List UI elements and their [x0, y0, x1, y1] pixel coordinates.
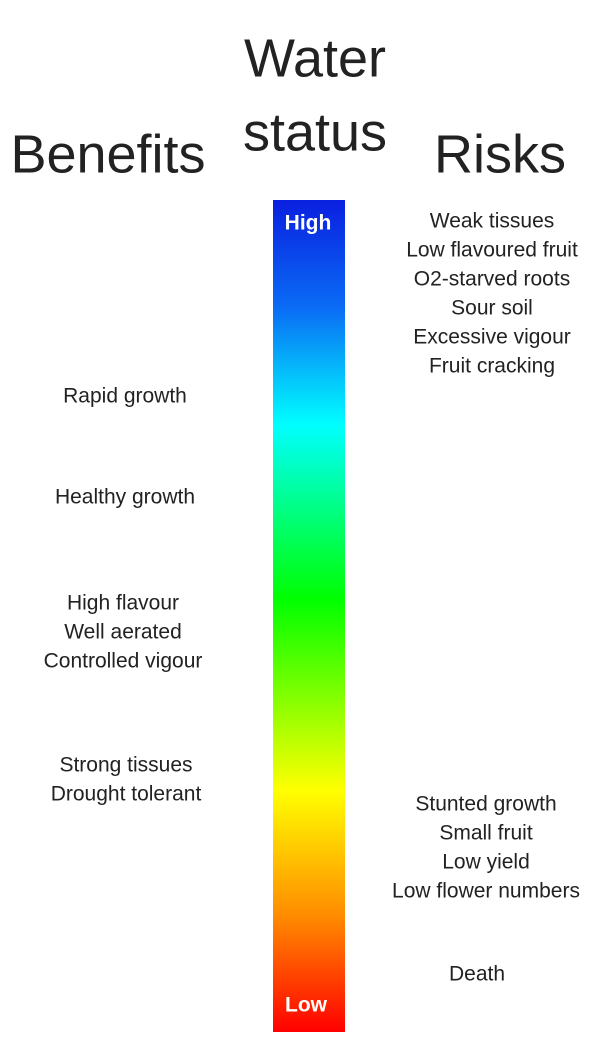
- risk-item: Fruit cracking: [429, 355, 555, 378]
- right-heading: Risks: [434, 124, 566, 184]
- risk-item: Small fruit: [439, 822, 533, 845]
- risk-item: Sour soil: [451, 297, 533, 320]
- scale-bottom-label: Low: [285, 994, 328, 1017]
- risk-item: O2-starved roots: [414, 268, 570, 291]
- title-line: status: [243, 102, 387, 162]
- scale-top-label: High: [285, 212, 332, 235]
- left-heading: Benefits: [10, 124, 205, 184]
- benefit-item: Drought tolerant: [51, 783, 202, 806]
- risk-item: Low flavoured fruit: [406, 239, 578, 262]
- benefit-item: Well aerated: [64, 621, 182, 644]
- risk-item: Low yield: [442, 851, 530, 874]
- risk-item: Excessive vigour: [413, 326, 571, 349]
- benefit-item: Controlled vigour: [44, 650, 203, 673]
- benefit-item: Healthy growth: [55, 486, 195, 509]
- risk-item: Weak tissues: [430, 210, 555, 233]
- title-line: Water: [244, 28, 386, 88]
- risk-item: Death: [449, 963, 505, 986]
- risk-item: Stunted growth: [415, 793, 556, 816]
- benefit-item: Strong tissues: [59, 754, 192, 777]
- gradient-bar: [273, 200, 345, 1032]
- benefit-item: High flavour: [67, 592, 179, 615]
- risk-item: Low flower numbers: [392, 880, 580, 903]
- benefit-item: Rapid growth: [63, 385, 187, 408]
